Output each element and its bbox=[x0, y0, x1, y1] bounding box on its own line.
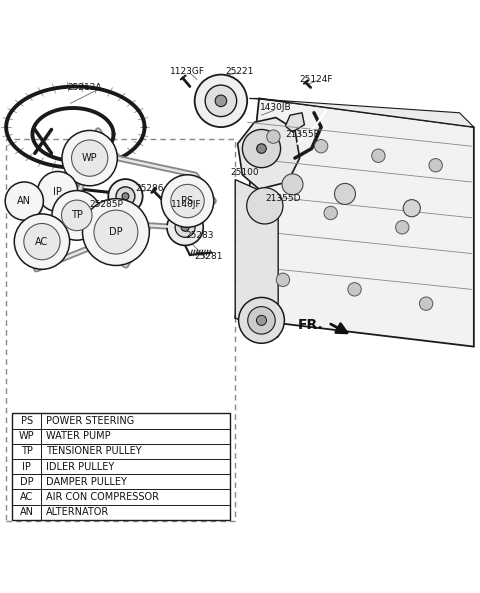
Circle shape bbox=[215, 95, 227, 107]
Text: 25212A: 25212A bbox=[68, 83, 102, 92]
Text: 25124F: 25124F bbox=[300, 75, 333, 84]
Circle shape bbox=[429, 158, 443, 172]
Circle shape bbox=[247, 188, 283, 224]
FancyBboxPatch shape bbox=[12, 413, 229, 520]
Text: 25100: 25100 bbox=[230, 168, 259, 177]
Text: WATER PUMP: WATER PUMP bbox=[46, 431, 111, 441]
Text: AC: AC bbox=[36, 237, 48, 247]
Circle shape bbox=[171, 184, 204, 218]
Text: TP: TP bbox=[71, 211, 83, 221]
Circle shape bbox=[167, 209, 203, 246]
Text: AC: AC bbox=[20, 492, 33, 502]
Circle shape bbox=[242, 129, 281, 168]
Circle shape bbox=[195, 75, 247, 127]
Circle shape bbox=[181, 224, 189, 231]
Text: PS: PS bbox=[181, 196, 193, 206]
Text: AN: AN bbox=[20, 507, 34, 517]
FancyBboxPatch shape bbox=[6, 139, 235, 521]
Text: WP: WP bbox=[82, 153, 97, 163]
Circle shape bbox=[335, 183, 356, 205]
Circle shape bbox=[161, 175, 214, 227]
Circle shape bbox=[5, 182, 43, 220]
Text: POWER STEERING: POWER STEERING bbox=[46, 416, 134, 426]
Circle shape bbox=[239, 298, 284, 343]
Polygon shape bbox=[285, 113, 304, 132]
Text: DP: DP bbox=[109, 227, 123, 237]
Polygon shape bbox=[235, 98, 474, 346]
Circle shape bbox=[348, 283, 361, 296]
Text: IP: IP bbox=[22, 461, 31, 471]
Circle shape bbox=[276, 273, 289, 286]
Text: WP: WP bbox=[19, 431, 35, 441]
Circle shape bbox=[403, 200, 420, 217]
Circle shape bbox=[205, 85, 237, 117]
Text: FR.: FR. bbox=[297, 318, 323, 332]
Text: 25285P: 25285P bbox=[89, 200, 123, 209]
Polygon shape bbox=[250, 98, 474, 127]
Text: 21355E: 21355E bbox=[285, 130, 319, 139]
Circle shape bbox=[62, 130, 117, 186]
Circle shape bbox=[314, 139, 328, 153]
Circle shape bbox=[37, 171, 78, 212]
Circle shape bbox=[372, 149, 385, 162]
Circle shape bbox=[267, 197, 280, 210]
Text: TP: TP bbox=[21, 447, 33, 457]
Text: DP: DP bbox=[20, 477, 34, 487]
Circle shape bbox=[83, 199, 149, 266]
Text: AN: AN bbox=[17, 196, 31, 206]
Text: 25283: 25283 bbox=[185, 231, 214, 240]
Text: PS: PS bbox=[21, 416, 33, 426]
Circle shape bbox=[257, 144, 266, 154]
Circle shape bbox=[420, 297, 433, 310]
Text: 25286: 25286 bbox=[135, 184, 164, 193]
Circle shape bbox=[282, 174, 303, 195]
Text: 1140JF: 1140JF bbox=[171, 200, 202, 209]
Circle shape bbox=[248, 307, 275, 334]
Text: IP: IP bbox=[53, 187, 62, 196]
Circle shape bbox=[256, 315, 266, 326]
Text: AIR CON COMPRESSOR: AIR CON COMPRESSOR bbox=[46, 492, 159, 502]
Circle shape bbox=[72, 140, 108, 176]
Circle shape bbox=[24, 224, 60, 260]
Text: IDLER PULLEY: IDLER PULLEY bbox=[46, 461, 115, 471]
Circle shape bbox=[108, 179, 143, 213]
Text: 21355D: 21355D bbox=[265, 194, 300, 203]
Circle shape bbox=[175, 217, 195, 237]
Circle shape bbox=[116, 187, 135, 206]
Text: TENSIONER PULLEY: TENSIONER PULLEY bbox=[46, 447, 142, 457]
Text: 25281: 25281 bbox=[195, 253, 223, 262]
Circle shape bbox=[122, 193, 129, 200]
Text: DAMPER PULLEY: DAMPER PULLEY bbox=[46, 477, 127, 487]
Circle shape bbox=[14, 214, 70, 269]
Text: 1430JB: 1430JB bbox=[260, 104, 292, 113]
Circle shape bbox=[61, 200, 92, 231]
Polygon shape bbox=[238, 117, 300, 189]
Circle shape bbox=[324, 206, 337, 219]
Text: 25221: 25221 bbox=[226, 67, 254, 76]
Circle shape bbox=[396, 221, 409, 234]
Text: 1123GF: 1123GF bbox=[170, 67, 205, 76]
Circle shape bbox=[94, 210, 138, 254]
Circle shape bbox=[52, 190, 102, 240]
Text: ALTERNATOR: ALTERNATOR bbox=[46, 507, 109, 517]
Polygon shape bbox=[235, 180, 278, 337]
Circle shape bbox=[267, 130, 280, 144]
